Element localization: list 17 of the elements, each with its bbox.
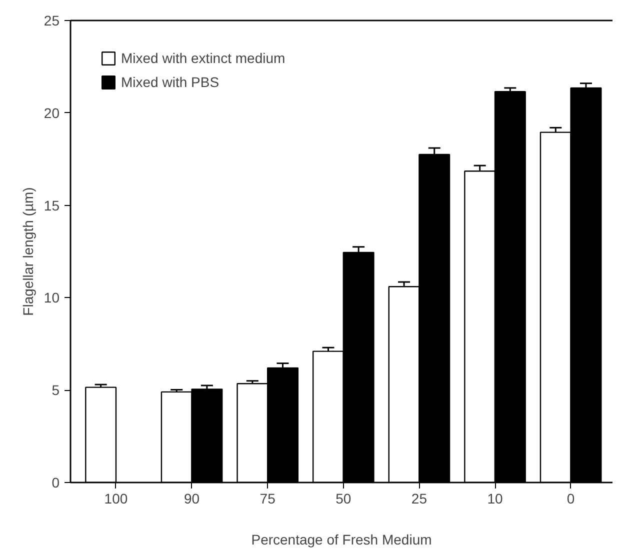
x-tick-label: 75: [260, 490, 276, 506]
y-tick-label: 10: [44, 290, 60, 306]
y-axis-title: Flagellar length (µm): [20, 187, 36, 316]
x-tick-label: 100: [104, 490, 128, 506]
x-axis-title: Percentage of Fresh Medium: [251, 532, 432, 548]
x-tick-label: 25: [411, 490, 428, 506]
x-tick-label: 0: [566, 490, 575, 506]
x-tick-label: 10: [487, 490, 504, 506]
legend-label: Mixed with extinct medium: [121, 50, 286, 66]
y-tick-label: 25: [44, 12, 60, 28]
y-tick-label: 20: [44, 104, 60, 121]
y-tick-label: 5: [52, 382, 60, 398]
x-tick-label: 50: [336, 490, 352, 506]
y-tick-label: 0: [52, 474, 60, 490]
x-tick-label: 90: [184, 490, 200, 506]
legend-label: Mixed with PBS: [121, 74, 220, 90]
y-tick-label: 15: [44, 197, 60, 214]
